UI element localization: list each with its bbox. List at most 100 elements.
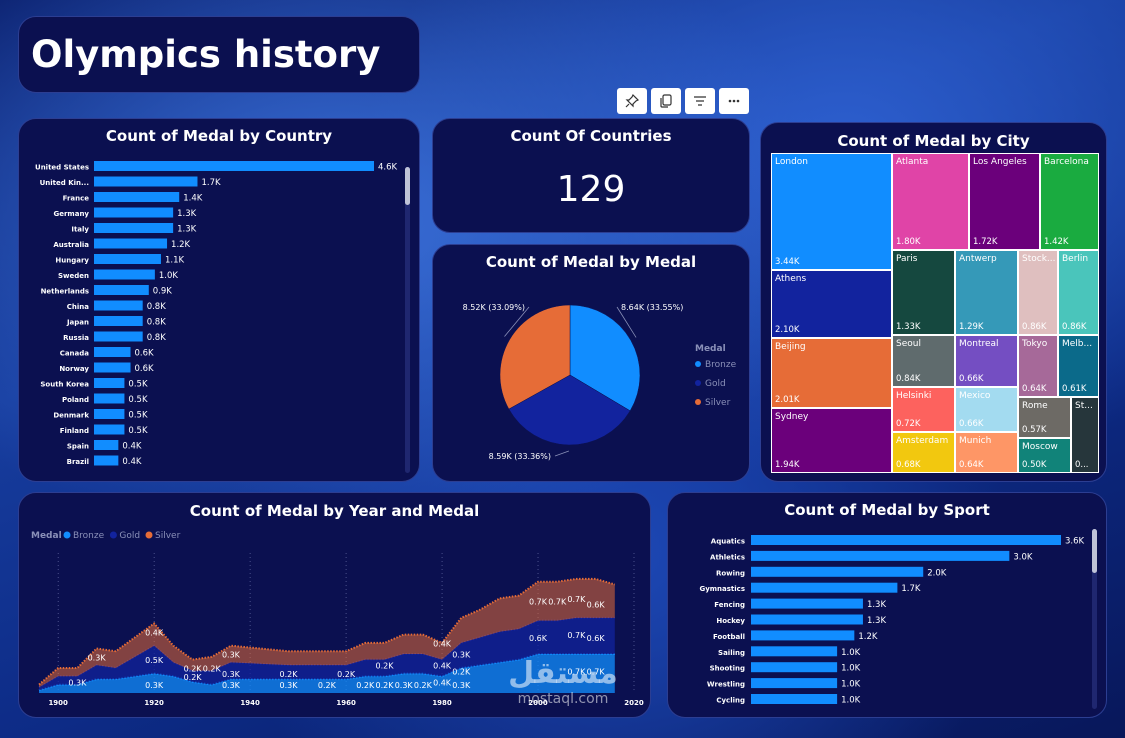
- bar-value-label: 1.2K: [858, 632, 878, 642]
- bar[interactable]: [751, 662, 838, 673]
- bar-category-label: Denmark: [53, 412, 89, 420]
- bar[interactable]: [94, 269, 155, 280]
- bar[interactable]: [94, 176, 198, 187]
- area-legend-item[interactable]: Gold: [119, 531, 140, 541]
- bar[interactable]: [94, 207, 174, 218]
- treemap-cell-name: Mexico: [959, 391, 991, 401]
- bar-value-label: 2.0K: [927, 568, 947, 578]
- pie-legend-item[interactable]: Silver: [705, 398, 731, 408]
- more-icon[interactable]: [719, 88, 749, 114]
- bar[interactable]: [94, 378, 125, 388]
- bar-value-label: 1.0K: [841, 648, 861, 658]
- page-title: Olympics history: [31, 33, 381, 76]
- treemap-cell[interactable]: Rome 0.57K: [1018, 397, 1071, 438]
- bar[interactable]: [751, 598, 863, 609]
- bar-category-label: Wrestling: [707, 681, 745, 689]
- area-data-label: 0.2K: [280, 670, 299, 679]
- bar[interactable]: [751, 535, 1061, 545]
- country-scrollbar[interactable]: [405, 167, 410, 473]
- bar[interactable]: [94, 316, 143, 326]
- bar-category-label: France: [63, 195, 90, 203]
- treemap-cell[interactable]: London 3.44K: [771, 153, 892, 270]
- city-treemap: London 3.44K Atlanta 1.80K Los Angeles 1.72K B…: [771, 153, 1099, 473]
- area-legend-item[interactable]: Silver: [155, 531, 181, 541]
- copy-icon[interactable]: [651, 88, 681, 114]
- area-data-label: 0.4K: [433, 662, 452, 671]
- area-data-label: 0.3K: [68, 678, 87, 687]
- bar[interactable]: [94, 238, 168, 249]
- treemap-cell[interactable]: Paris 1.33K: [892, 250, 955, 335]
- pie-slice-label: 8.52K (33.09%): [463, 303, 525, 312]
- treemap-cell[interactable]: Helsinki 0.72K: [892, 387, 955, 432]
- bar-value-label: 0.5K: [128, 380, 148, 390]
- treemap-cell[interactable]: Munich 0.64K: [955, 432, 1018, 473]
- pie-slice[interactable]: [508, 374, 631, 446]
- bar[interactable]: [751, 694, 838, 704]
- bar[interactable]: [751, 566, 924, 577]
- treemap-cell[interactable]: Athens 2.10K: [771, 270, 892, 338]
- treemap-cell[interactable]: Barcelona 1.42K: [1040, 153, 1099, 250]
- bar[interactable]: [94, 192, 180, 202]
- treemap-cell[interactable]: Amsterdam 0.68K: [892, 432, 955, 473]
- treemap-cell[interactable]: Atlanta 1.80K: [892, 153, 969, 250]
- bar[interactable]: [751, 678, 838, 689]
- area-data-label: 0.3K: [222, 681, 241, 690]
- bar-category-label: United States: [35, 164, 89, 172]
- pie-slice[interactable]: [569, 304, 641, 412]
- bar[interactable]: [94, 347, 131, 357]
- treemap-cell-value: 0.57K: [1022, 425, 1047, 435]
- bar-value-label: 0.8K: [147, 333, 167, 343]
- bar[interactable]: [751, 646, 838, 657]
- area-legend-item[interactable]: Bronze: [73, 531, 105, 541]
- bar[interactable]: [94, 254, 161, 264]
- bar[interactable]: [751, 582, 898, 593]
- area-series[interactable]: [39, 578, 615, 688]
- treemap-cell[interactable]: Stock... 0.86K: [1018, 250, 1058, 335]
- bar[interactable]: [94, 362, 131, 373]
- bar-category-label: Italy: [71, 226, 89, 234]
- country-scroll-thumb[interactable]: [405, 167, 410, 205]
- treemap-cell[interactable]: Mexico 0.66K: [955, 387, 1018, 432]
- treemap-cell[interactable]: Sydney 1.94K: [771, 408, 892, 473]
- bar[interactable]: [751, 630, 855, 641]
- bar[interactable]: [94, 223, 174, 233]
- treemap-cell[interactable]: St... 0...: [1071, 397, 1099, 473]
- treemap-cell[interactable]: Beijing 2.01K: [771, 338, 892, 408]
- treemap-cell-value: 0.66K: [959, 374, 984, 384]
- sport-chart-card: Count of Medal by Sport Aquatics 3.6K Athl…: [667, 492, 1107, 718]
- pie-slice[interactable]: [499, 304, 571, 410]
- bar[interactable]: [751, 614, 863, 625]
- treemap-cell[interactable]: Moscow 0.50K: [1018, 438, 1071, 473]
- bar[interactable]: [94, 393, 125, 404]
- area-data-label: 0.5K: [145, 656, 164, 665]
- bar[interactable]: [94, 455, 119, 466]
- filter-icon[interactable]: [685, 88, 715, 114]
- bar-value-label: 0.4K: [122, 457, 142, 467]
- bar[interactable]: [94, 440, 119, 450]
- sport-scroll-thumb[interactable]: [1092, 529, 1097, 573]
- bar-value-label: 0.5K: [128, 426, 148, 436]
- pie-legend-item[interactable]: Bronze: [705, 360, 737, 370]
- pie-legend-item[interactable]: Gold: [705, 379, 726, 389]
- treemap-cell[interactable]: Seoul 0.84K: [892, 335, 955, 387]
- bar[interactable]: [751, 550, 1010, 561]
- sport-scrollbar[interactable]: [1092, 529, 1097, 709]
- bar[interactable]: [94, 331, 143, 342]
- bar[interactable]: [94, 409, 125, 419]
- treemap-cell[interactable]: Los Angeles 1.72K: [969, 153, 1040, 250]
- treemap-cell[interactable]: Melb... 0.61K: [1058, 335, 1099, 397]
- bar[interactable]: [94, 424, 125, 435]
- treemap-cell[interactable]: Montreal 0.66K: [955, 335, 1018, 387]
- area-series[interactable]: [39, 654, 615, 693]
- bar[interactable]: [94, 300, 143, 311]
- bar[interactable]: [94, 161, 374, 171]
- area-series[interactable]: [39, 617, 615, 691]
- country-chart-title: Count of Medal by Country: [105, 127, 333, 145]
- bar-category-label: Shooting: [710, 665, 745, 673]
- treemap-cell[interactable]: Berlin 0.86K: [1058, 250, 1099, 335]
- pin-icon[interactable]: [617, 88, 647, 114]
- area-data-label: 0.3K: [452, 681, 471, 690]
- treemap-cell[interactable]: Antwerp 1.29K: [955, 250, 1018, 335]
- treemap-cell[interactable]: Tokyo 0.64K: [1018, 335, 1058, 397]
- bar[interactable]: [94, 285, 149, 295]
